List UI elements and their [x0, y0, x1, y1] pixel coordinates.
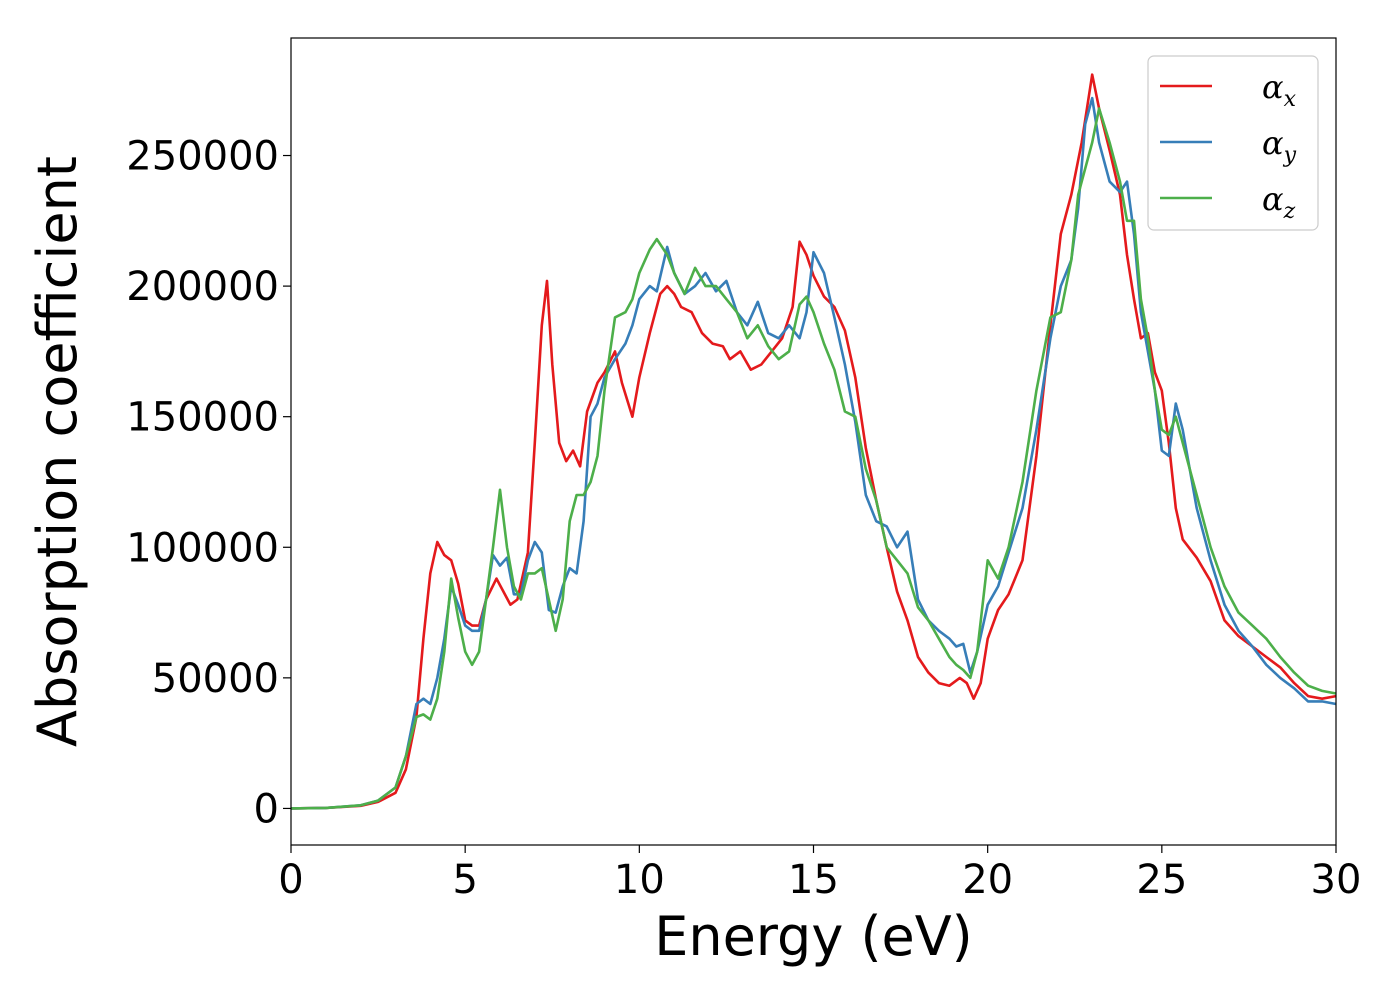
series-line-x [290, 73, 1337, 810]
y-tick-label: 200000 [126, 264, 279, 310]
legend-box [1147, 55, 1319, 231]
y-axis: 0 50000 100000 150000 200000 250000 [126, 134, 291, 832]
legend-label-y: αy [1262, 124, 1297, 168]
x-tick-label: 5 [452, 857, 477, 903]
y-tick-label: 0 [254, 786, 279, 832]
y-axis-label: Absorption coefficient [26, 156, 89, 747]
y-tick-label: 250000 [126, 134, 279, 180]
legend: αx αy αz [1147, 55, 1319, 231]
x-tick-label: 0 [278, 857, 303, 903]
legend-label-x: αx [1262, 68, 1297, 112]
y-tick-label: 100000 [126, 525, 279, 571]
x-axis-label: Energy (eV) [654, 905, 973, 968]
series-line-z [290, 107, 1337, 810]
x-tick-label: 20 [962, 857, 1013, 903]
x-tick-label: 10 [614, 857, 665, 903]
y-tick-label: 150000 [126, 395, 279, 441]
legend-label-z: αz [1262, 180, 1296, 224]
x-tick-label: 15 [788, 857, 839, 903]
x-tick-label: 30 [1311, 857, 1362, 903]
x-tick-label: 25 [1136, 857, 1187, 903]
series-layer [290, 73, 1337, 810]
y-tick-label: 50000 [152, 656, 279, 702]
x-axis: 0 5 10 15 20 25 30 [278, 845, 1361, 903]
